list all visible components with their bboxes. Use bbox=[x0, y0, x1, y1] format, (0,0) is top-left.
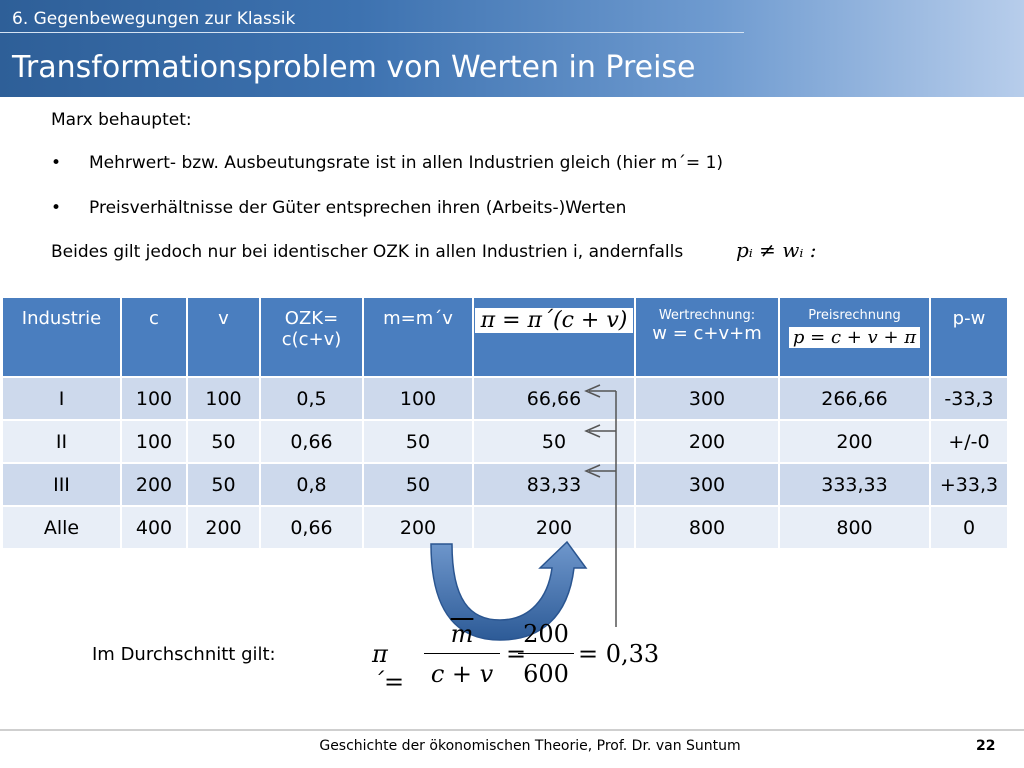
col-header-ozk-line2: c(c+v) bbox=[281, 329, 342, 350]
col-header-wert: Wertrechnung: w = c+v+m bbox=[634, 296, 780, 378]
avg-den2: 600 bbox=[523, 660, 569, 688]
cell-ozk: 0,5 bbox=[259, 376, 364, 421]
fraction-bar-2 bbox=[518, 653, 574, 654]
cell-p: 333,33 bbox=[778, 462, 931, 507]
transformation-table: Industrie c v OZK= c(c+v) m=m´v π = π´(c… bbox=[1, 296, 1009, 550]
cell-p: 800 bbox=[778, 505, 931, 550]
cell-v: 50 bbox=[186, 462, 261, 507]
fraction-bar-1 bbox=[424, 653, 500, 654]
cell-w: 300 bbox=[634, 376, 780, 421]
table-row: I 100 100 0,5 100 66,66 300 266,66 -33,3 bbox=[1, 376, 1009, 421]
cell-p: 266,66 bbox=[778, 376, 931, 421]
col-header-wert-small: Wertrechnung: bbox=[658, 308, 756, 323]
intro-conclusion: Beides gilt jedoch nur bei identischer O… bbox=[51, 242, 684, 262]
cell-industrie: I bbox=[1, 376, 122, 421]
col-header-wert-main: w = c+v+m bbox=[652, 323, 762, 344]
cell-industrie: II bbox=[1, 419, 122, 464]
slide-header: 6. Gegenbewegungen zur Klassik Transform… bbox=[0, 0, 1024, 97]
cell-p: 200 bbox=[778, 419, 931, 464]
table-header-row: Industrie c v OZK= c(c+v) m=m´v π = π´(c… bbox=[1, 296, 1009, 378]
bullet-text-2: Preisverhältnisse der Güter entsprechen … bbox=[89, 198, 627, 218]
col-header-pw: p-w bbox=[929, 296, 1009, 378]
col-header-ozk: OZK= c(c+v) bbox=[259, 296, 364, 378]
page-number: 22 bbox=[976, 738, 996, 754]
average-label: Im Durchschnitt gilt: bbox=[92, 644, 276, 665]
cell-w: 300 bbox=[634, 462, 780, 507]
pi-formula: π = π´(c + v) bbox=[474, 308, 634, 333]
cell-m: 50 bbox=[362, 462, 474, 507]
cell-v: 50 bbox=[186, 419, 261, 464]
bullet-dot-1: • bbox=[51, 153, 62, 173]
cell-c: 100 bbox=[120, 376, 188, 421]
col-header-preis-small: Preisrechnung bbox=[808, 308, 901, 323]
cell-c: 200 bbox=[120, 462, 188, 507]
cell-w: 200 bbox=[634, 419, 780, 464]
col-header-ozk-line1: OZK= bbox=[284, 308, 339, 329]
header-divider bbox=[0, 32, 744, 33]
intro-lead: Marx behauptet: bbox=[51, 110, 192, 130]
avg-lhs: π´= bbox=[372, 640, 405, 696]
slide-title: Transformationsproblem von Werten in Pre… bbox=[12, 50, 696, 85]
cell-v: 100 bbox=[186, 376, 261, 421]
cell-pi: 200 bbox=[472, 505, 636, 550]
cell-ozk: 0,66 bbox=[259, 505, 364, 550]
col-header-m: m=m´v bbox=[362, 296, 474, 378]
cell-w: 800 bbox=[634, 505, 780, 550]
cell-industrie: Alle bbox=[1, 505, 122, 550]
cell-v: 200 bbox=[186, 505, 261, 550]
cell-ozk: 0,66 bbox=[259, 419, 364, 464]
footer-divider bbox=[0, 729, 1024, 731]
section-subtitle: 6. Gegenbewegungen zur Klassik bbox=[12, 9, 296, 29]
cell-pi: 50 bbox=[472, 419, 636, 464]
col-header-v: v bbox=[186, 296, 261, 378]
avg-num1: m bbox=[450, 620, 474, 648]
avg-den1: c + v bbox=[430, 660, 494, 688]
cell-c: 100 bbox=[120, 419, 188, 464]
preis-formula: p = c + v + π bbox=[788, 327, 921, 348]
cell-industrie: III bbox=[1, 462, 122, 507]
col-header-c: c bbox=[120, 296, 188, 378]
cell-pw: 0 bbox=[929, 505, 1009, 550]
cell-m: 50 bbox=[362, 419, 474, 464]
col-header-industrie: Industrie bbox=[1, 296, 122, 378]
footer-text: Geschichte der ökonomischen Theorie, Pro… bbox=[319, 738, 741, 754]
avg-num2: 200 bbox=[523, 620, 569, 648]
cell-pi: 66,66 bbox=[472, 376, 636, 421]
table-row: Alle 400 200 0,66 200 200 800 800 0 bbox=[1, 505, 1009, 550]
cell-ozk: 0,8 bbox=[259, 462, 364, 507]
avg-eq: = bbox=[506, 640, 527, 668]
bullet-text-1: Mehrwert- bzw. Ausbeutungsrate ist in al… bbox=[89, 153, 724, 173]
cell-m: 100 bbox=[362, 376, 474, 421]
col-header-preis: Preisrechnung p = c + v + π bbox=[778, 296, 931, 378]
cell-pi: 83,33 bbox=[472, 462, 636, 507]
cell-pw: -33,3 bbox=[929, 376, 1009, 421]
cell-m: 200 bbox=[362, 505, 474, 550]
cell-pw: +/-0 bbox=[929, 419, 1009, 464]
inequality-formula: pᵢ ≠ wᵢ : bbox=[736, 238, 817, 262]
table-row: II 100 50 0,66 50 50 200 200 +/-0 bbox=[1, 419, 1009, 464]
cell-c: 400 bbox=[120, 505, 188, 550]
table-row: III 200 50 0,8 50 83,33 300 333,33 +33,3 bbox=[1, 462, 1009, 507]
avg-result: = 0,33 bbox=[578, 640, 660, 668]
col-header-pi: π = π´(c + v) bbox=[472, 296, 636, 378]
bullet-dot-2: • bbox=[51, 198, 62, 218]
cell-pw: +33,3 bbox=[929, 462, 1009, 507]
